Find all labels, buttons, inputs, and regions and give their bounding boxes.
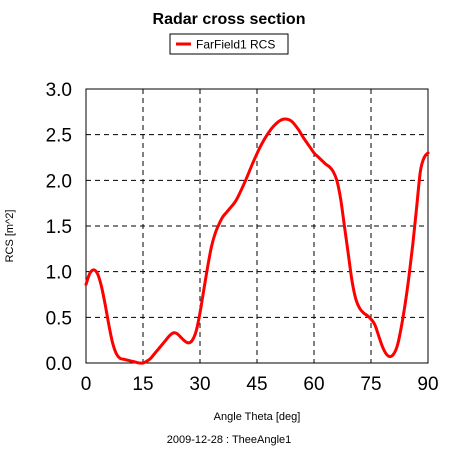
x-tick-label: 30	[189, 374, 210, 395]
x-tick-label: 0	[81, 374, 92, 395]
y-tick-label: 1.5	[46, 217, 72, 238]
grid	[86, 89, 428, 363]
x-tick-label: 45	[246, 374, 267, 395]
y-tick-label: 0.0	[46, 354, 72, 375]
x-axis-label: Angle Theta [deg]	[214, 411, 301, 423]
x-tick-label: 15	[132, 374, 153, 395]
footer-caption: 2009-12-28 : TheeAngle1	[167, 434, 292, 446]
y-tick-label: 3.0	[46, 80, 72, 101]
chart-title: Radar cross section	[153, 11, 306, 28]
y-tick-label: 0.5	[46, 308, 72, 329]
y-tick-label: 2.5	[46, 126, 72, 147]
y-tick-label: 1.0	[46, 263, 72, 284]
plot-frame	[85, 88, 429, 364]
x-tick-label: 60	[303, 374, 324, 395]
legend-label: FarField1 RCS	[196, 38, 275, 52]
y-tick-labels: 0.0 0.5 1.0 1.5 2.0 2.5 3.0	[46, 80, 72, 375]
x-tick-labels: 0 15 30 45 60 75 90	[81, 374, 439, 395]
legend: FarField1 RCS	[169, 33, 289, 55]
y-tick-label: 2.0	[46, 171, 72, 192]
x-tick-label: 90	[417, 374, 438, 395]
legend-box	[169, 33, 289, 55]
x-tick-label: 75	[360, 374, 381, 395]
y-axis-label: RCS [m^2]	[4, 210, 16, 263]
series-line-farfield1-rcs	[84, 117, 430, 365]
